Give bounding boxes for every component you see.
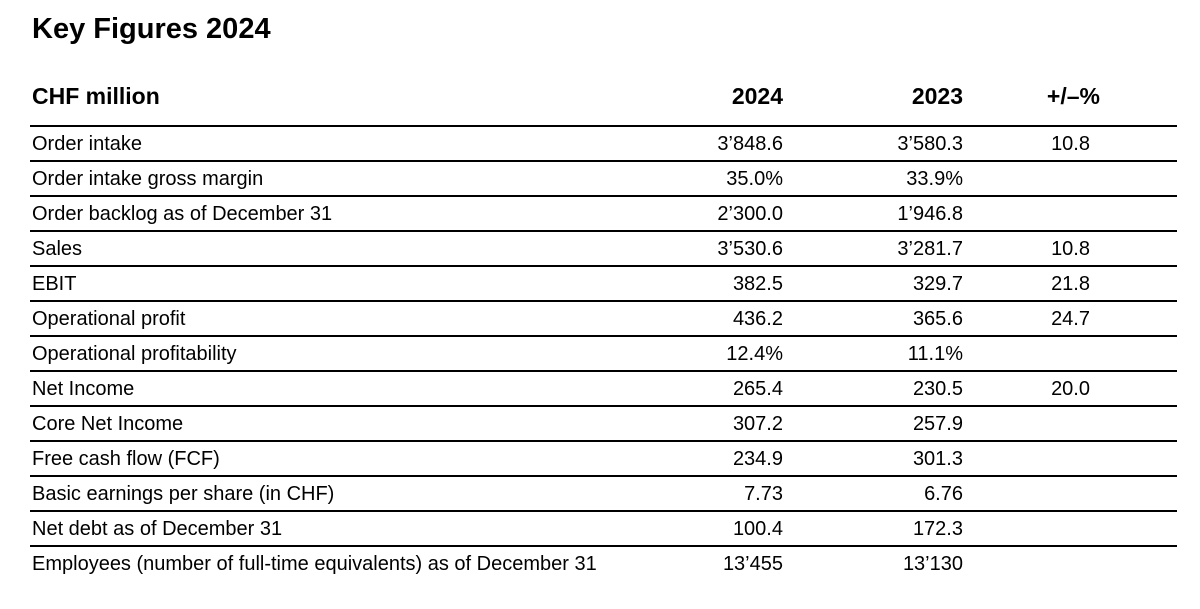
row-label: Operational profit xyxy=(30,301,600,338)
table-row: Order backlog as of December 31 2’300.0 1’… xyxy=(30,196,1177,233)
table-row: Order intake 3’848.6 3’580.3 10.8 xyxy=(30,126,1177,163)
table-row: Core Net Income 307.2 257.9 xyxy=(30,406,1177,443)
table-row: Order intake gross margin 35.0% 33.9% xyxy=(30,161,1177,198)
value-change: 20.0 xyxy=(963,371,1100,408)
table-row: Sales 3’530.6 3’281.7 10.8 xyxy=(30,231,1177,268)
value-2024: 13’455 xyxy=(722,553,783,576)
value-2023: 3’580.3 xyxy=(783,126,963,163)
value-2024: 307.2 xyxy=(600,406,783,443)
value-2023: 257.9 xyxy=(783,406,963,443)
value-change xyxy=(963,511,1100,548)
value-2024: 100.4 xyxy=(600,511,783,548)
value-2023: 11.1% xyxy=(783,336,963,373)
value-change: 10.8 xyxy=(963,231,1100,268)
key-figures-table: CHF million 2024 2023 +/–% Order intake 3… xyxy=(30,46,1177,581)
value-2024: 382.5 xyxy=(600,266,783,303)
spacer-cell xyxy=(1100,336,1177,373)
table-body: Order intake 3’848.6 3’580.3 10.8 Order inta… xyxy=(30,126,1177,581)
value-change: 21.8 xyxy=(963,266,1100,303)
column-header-2024: 2024 xyxy=(600,46,783,128)
column-header-spacer xyxy=(1100,46,1177,128)
table-row: Net debt as of December 31 100.4 172.3 xyxy=(30,511,1177,548)
spacer-cell xyxy=(1100,301,1177,338)
value-2023: 230.5 xyxy=(783,371,963,408)
value-2023: 172.3 xyxy=(783,511,963,548)
value-2023: 3’281.7 xyxy=(783,231,963,268)
spacer-cell xyxy=(1100,441,1177,478)
table-header: CHF million 2024 2023 +/–% xyxy=(30,46,1177,128)
value-2023: 13’130 xyxy=(902,553,963,576)
value-change xyxy=(963,336,1100,373)
value-change: 24.7 xyxy=(963,301,1100,338)
column-header-2023: 2023 xyxy=(783,46,963,128)
value-2023: 365.6 xyxy=(783,301,963,338)
table-row: Operational profit 436.2 365.6 24.7 xyxy=(30,301,1177,338)
column-header-unit: CHF million xyxy=(30,46,600,128)
table-row: Basic earnings per share (in CHF) 7.73 6.7… xyxy=(30,476,1177,513)
spacer-cell xyxy=(1100,161,1177,198)
value-change xyxy=(963,546,1100,581)
row-label: Core Net Income xyxy=(30,406,600,443)
spacer-cell xyxy=(1100,126,1177,163)
row-label: Basic earnings per share (in CHF) xyxy=(30,476,600,513)
value-2023: 301.3 xyxy=(783,441,963,478)
table-row: Operational profitability 12.4% 11.1% xyxy=(30,336,1177,373)
table-row: Employees (number of full-time equivalen… xyxy=(30,546,1177,581)
row-label: Net Income xyxy=(30,371,600,408)
row-label: Net debt as of December 31 xyxy=(30,511,600,548)
value-2024: 436.2 xyxy=(600,301,783,338)
value-2024: 234.9 xyxy=(600,441,783,478)
spacer-cell xyxy=(1100,266,1177,303)
table-row: Free cash flow (FCF) 234.9 301.3 xyxy=(30,441,1177,478)
spacer-cell xyxy=(1100,231,1177,268)
value-2024: 265.4 xyxy=(600,371,783,408)
row-label: Free cash flow (FCF) xyxy=(30,441,600,478)
spacer-cell xyxy=(1100,371,1177,408)
header-row: CHF million 2024 2023 +/–% xyxy=(30,46,1177,128)
value-2024: 12.4% xyxy=(600,336,783,373)
value-2023: 6.76 xyxy=(783,476,963,513)
row-label: Order intake xyxy=(30,126,600,163)
row-label: Order intake gross margin xyxy=(30,161,600,198)
row-label: EBIT xyxy=(30,266,600,303)
value-change xyxy=(963,406,1100,443)
value-2024: 3’530.6 xyxy=(600,231,783,268)
row-label: Operational profitability xyxy=(30,336,600,373)
table-row: EBIT 382.5 329.7 21.8 xyxy=(30,266,1177,303)
column-header-change-pct: +/–% xyxy=(963,46,1100,128)
spacer-cell xyxy=(1100,546,1177,581)
table-row: Net Income 265.4 230.5 20.0 xyxy=(30,371,1177,408)
value-2023: 329.7 xyxy=(783,266,963,303)
value-2024: 2’300.0 xyxy=(600,196,783,233)
row-label: Sales xyxy=(30,231,600,268)
spacer-cell xyxy=(1100,476,1177,513)
value-change: 10.8 xyxy=(963,126,1100,163)
value-change xyxy=(963,161,1100,198)
spacer-cell xyxy=(1100,406,1177,443)
value-2023: 1’946.8 xyxy=(783,196,963,233)
value-2024: 35.0% xyxy=(600,161,783,198)
row-label: Employees (number of full-time equivalen… xyxy=(32,553,597,576)
spacer-cell xyxy=(1100,511,1177,548)
value-change xyxy=(963,476,1100,513)
value-2024: 3’848.6 xyxy=(600,126,783,163)
value-change xyxy=(963,196,1100,233)
spacer-cell xyxy=(1100,196,1177,233)
value-2024: 7.73 xyxy=(600,476,783,513)
value-change xyxy=(963,441,1100,478)
value-2023: 33.9% xyxy=(783,161,963,198)
row-label: Order backlog as of December 31 xyxy=(30,196,600,233)
page-title: Key Figures 2024 xyxy=(32,13,271,45)
